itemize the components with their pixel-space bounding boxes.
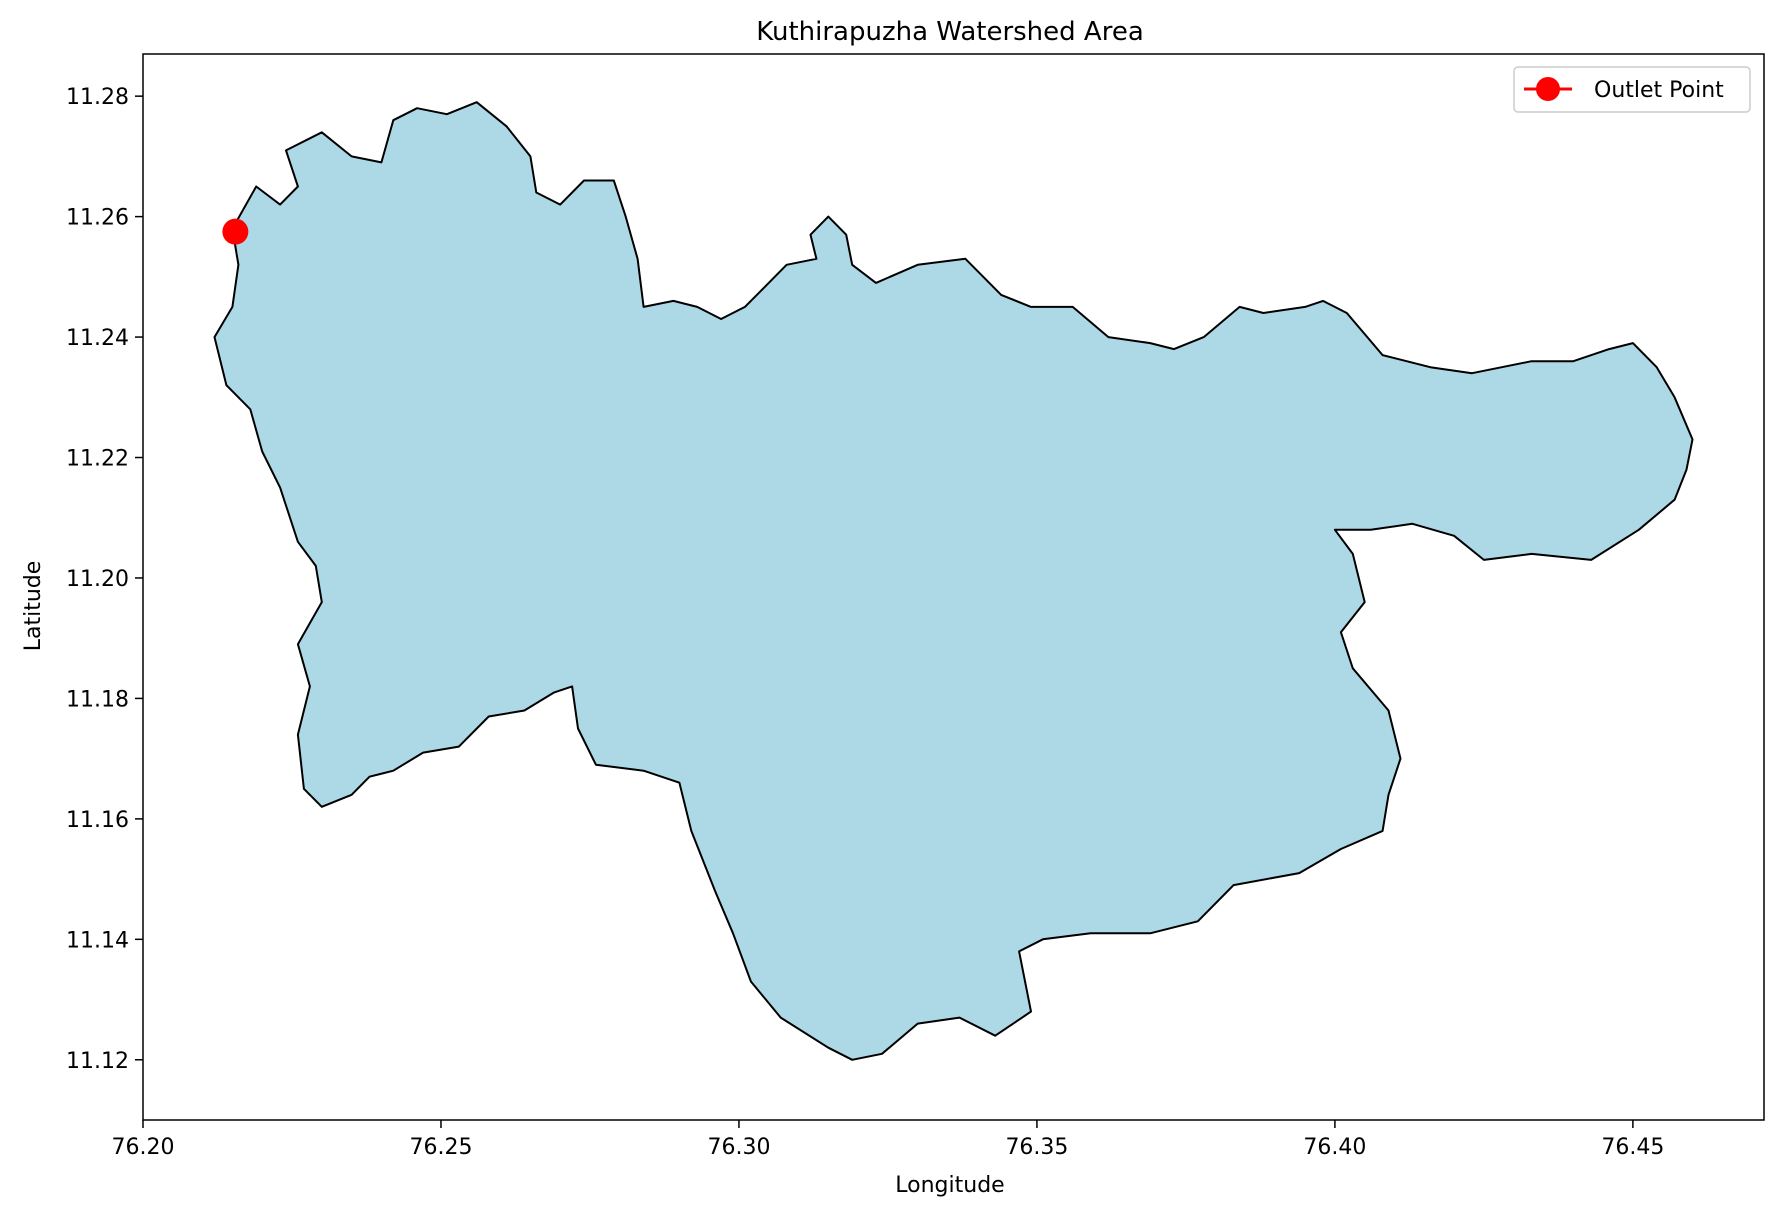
y-tick-label: 11.18 [66,687,129,712]
y-tick-label: 11.28 [66,85,129,110]
chart-title: Kuthirapuzha Watershed Area [756,17,1144,47]
x-axis-label: Longitude [895,1173,1004,1198]
x-tick-label: 76.35 [1005,1135,1068,1160]
watershed-polygon [213,101,1694,1061]
y-tick-label: 11.22 [66,447,129,472]
legend-marker [1536,77,1560,101]
y-axis-ticks: 11.12 11.14 11.16 11.18 11.20 11.22 11.24 11.26… [66,85,143,1074]
x-tick-label: 76.25 [409,1135,472,1160]
legend-box [1513,66,1751,113]
outlet-point-marker [222,218,249,245]
x-tick-label: 76.45 [1601,1135,1664,1160]
y-tick-label: 11.26 [66,206,129,231]
x-tick-label: 76.40 [1303,1135,1366,1160]
y-tick-label: 11.14 [66,928,129,953]
x-tick-label: 76.20 [112,1135,175,1160]
y-tick-label: 11.16 [66,808,129,833]
plot-frame [142,53,1765,1121]
legend: Outlet Point [1513,66,1751,113]
legend-label-outlet-point: Outlet Point [1594,78,1724,103]
y-tick-label: 11.20 [66,567,129,592]
y-tick-label: 11.12 [66,1049,129,1074]
plot-area [213,101,1694,1061]
y-tick-label: 11.24 [66,326,129,351]
x-tick-label: 76.30 [707,1135,770,1160]
y-axis-label: Latitude [21,561,46,652]
x-axis-ticks: 76.20 76.25 76.30 76.35 76.40 76.45 [112,1120,1664,1160]
